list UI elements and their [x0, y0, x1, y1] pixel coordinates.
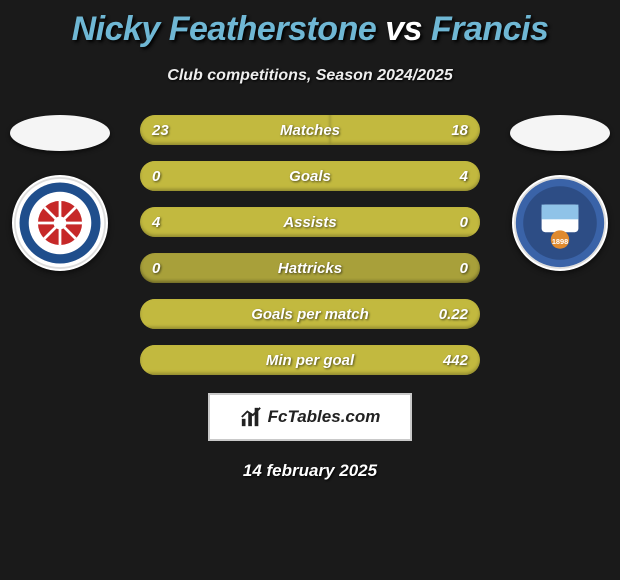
vs-text: vs	[376, 10, 431, 48]
stat-row: 442Min per goal	[140, 345, 480, 375]
hartlepool-crest-icon	[14, 177, 106, 269]
club-crest-left	[12, 175, 108, 271]
branding-text: FcTables.com	[268, 407, 381, 427]
stat-row: 2318Matches	[140, 115, 480, 145]
club-crest-right: 1898	[512, 175, 608, 271]
stat-row: 00Hattricks	[140, 253, 480, 283]
subtitle: Club competitions, Season 2024/2025	[0, 67, 620, 85]
player-left-name: Nicky Featherstone	[72, 10, 377, 48]
stat-row: 0.22Goals per match	[140, 299, 480, 329]
branding-badge: FcTables.com	[208, 393, 412, 441]
braintree-crest-icon: 1898	[514, 177, 606, 269]
stat-label: Matches	[140, 115, 480, 145]
flag-oval-right	[510, 115, 610, 151]
stat-bars: 2318Matches 04Goals 40Assists 00Hattricks 0.…	[140, 115, 480, 375]
chart-icon	[240, 406, 262, 428]
stat-label: Hattricks	[140, 253, 480, 283]
stat-label: Assists	[140, 207, 480, 237]
comparison-content: 1898 2318Matches 04Goals 40Assists 00Hattri…	[0, 115, 620, 375]
stat-label: Min per goal	[140, 345, 480, 375]
date-text: 14 february 2025	[0, 461, 620, 481]
flag-oval-left	[10, 115, 110, 151]
stat-row: 40Assists	[140, 207, 480, 237]
page-title: Nicky Featherstone vs Francis	[0, 0, 620, 49]
stat-row: 04Goals	[140, 161, 480, 191]
club-column-right: 1898	[500, 115, 620, 271]
svg-text:1898: 1898	[552, 237, 568, 246]
stat-label: Goals per match	[140, 299, 480, 329]
stat-label: Goals	[140, 161, 480, 191]
club-column-left	[0, 115, 120, 271]
player-right-name: Francis	[431, 10, 548, 48]
